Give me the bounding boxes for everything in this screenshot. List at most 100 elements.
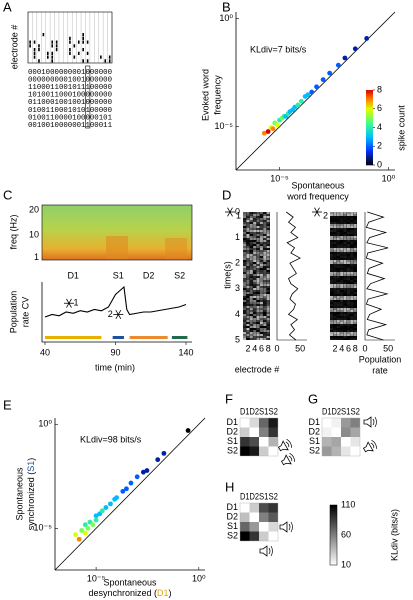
raster-cell	[343, 248, 347, 250]
raster-cell	[249, 278, 253, 280]
raster-cell	[249, 322, 253, 324]
raster-cell	[249, 292, 253, 294]
raster-cell	[333, 258, 336, 260]
raster-cell	[350, 318, 354, 320]
raster-cell	[340, 258, 343, 260]
raster-cell	[333, 338, 337, 340]
raster-cell	[333, 282, 337, 284]
raster-cell	[263, 296, 267, 298]
raster-cell	[330, 318, 334, 320]
raster-cell	[249, 252, 253, 254]
raster-cell	[336, 254, 340, 256]
raster-cell	[246, 226, 250, 228]
speaker-icon	[362, 439, 377, 453]
colorbar-cell	[330, 557, 337, 560]
raster-cell	[259, 330, 263, 332]
label-part: synchronized (	[26, 472, 36, 531]
raster-cell	[249, 318, 253, 320]
colorbar-cell	[330, 505, 337, 508]
raster-cell	[243, 236, 247, 238]
matrix-cell	[240, 531, 250, 541]
raster-cell	[259, 310, 263, 312]
raster-cell	[353, 316, 357, 318]
raster-cell	[256, 338, 260, 340]
colorbar-cell	[366, 99, 373, 102]
raster-cell	[330, 310, 334, 312]
raster-cell	[263, 280, 267, 282]
colorbar-cell	[330, 563, 337, 566]
matrix-cell	[259, 503, 269, 513]
raster-cell	[263, 268, 267, 270]
raster-cell	[259, 232, 263, 234]
spike	[29, 40, 31, 44]
raster-cell	[266, 304, 270, 306]
axis-label: time (min)	[95, 362, 135, 372]
word-point	[295, 102, 301, 108]
spike	[108, 59, 111, 63]
raster-cell	[340, 244, 344, 246]
word-point	[93, 517, 99, 523]
raster-cell	[249, 212, 253, 214]
raster-cell	[340, 242, 343, 244]
x-tick-label: 0	[274, 343, 279, 353]
raster-cell	[266, 236, 270, 238]
raster-cell	[243, 312, 247, 314]
highlight-column	[85, 65, 91, 129]
raster-cell	[337, 324, 340, 326]
raster-cell	[249, 308, 253, 310]
raster-cell	[353, 214, 357, 216]
raster-cell	[350, 222, 354, 224]
raster-cell	[353, 292, 357, 294]
raster-cell	[337, 220, 340, 222]
raster-cell	[243, 316, 247, 318]
raster-cell	[259, 262, 263, 264]
raster-cell	[350, 220, 353, 222]
raster-cell	[340, 310, 344, 312]
x-tick-label: 90	[110, 347, 120, 357]
word-point	[82, 530, 88, 536]
raster-cell	[350, 306, 354, 308]
raster-cell	[346, 294, 350, 296]
raster-cell	[353, 246, 357, 248]
raster-cell	[266, 234, 270, 236]
raster-cell	[343, 212, 347, 214]
raster-cell	[350, 274, 354, 276]
raster-cell	[266, 328, 270, 330]
raster-cell	[340, 300, 344, 302]
raster-cell	[336, 310, 340, 312]
spike	[73, 44, 76, 48]
raster-cell	[249, 280, 253, 282]
raster-cell	[346, 334, 350, 336]
y-tick-label: 1	[235, 232, 240, 242]
raster-cell	[266, 324, 270, 326]
raster-cell	[243, 278, 247, 280]
matrix-col-label: S1	[341, 406, 351, 416]
raster-cell	[256, 286, 260, 288]
raster-cell	[256, 274, 260, 276]
raster-cell	[333, 330, 337, 332]
state-bar	[45, 336, 102, 339]
raster-cell	[340, 224, 344, 226]
raster-cell	[246, 232, 249, 234]
raster-cell	[249, 220, 253, 222]
raster-cell	[243, 310, 247, 312]
colorbar-cell	[366, 121, 373, 125]
matrix-cell	[249, 437, 259, 447]
raster-cell	[354, 218, 357, 220]
raster-cell	[266, 244, 270, 246]
raster-cell	[266, 214, 270, 216]
raster-cell	[333, 240, 336, 242]
raster-cell	[330, 338, 334, 340]
word-point	[364, 36, 370, 41]
raster-cell	[333, 286, 337, 288]
raster-cell	[266, 336, 270, 338]
raster-cell	[266, 248, 270, 250]
raster-cell	[333, 218, 336, 220]
raster-cell	[330, 222, 334, 224]
raster-cell	[243, 242, 247, 244]
axis-label: Population	[359, 354, 402, 364]
raster-cell	[250, 234, 253, 236]
spike	[47, 51, 49, 55]
raster-cell	[249, 306, 253, 308]
raster-cell	[343, 276, 347, 278]
